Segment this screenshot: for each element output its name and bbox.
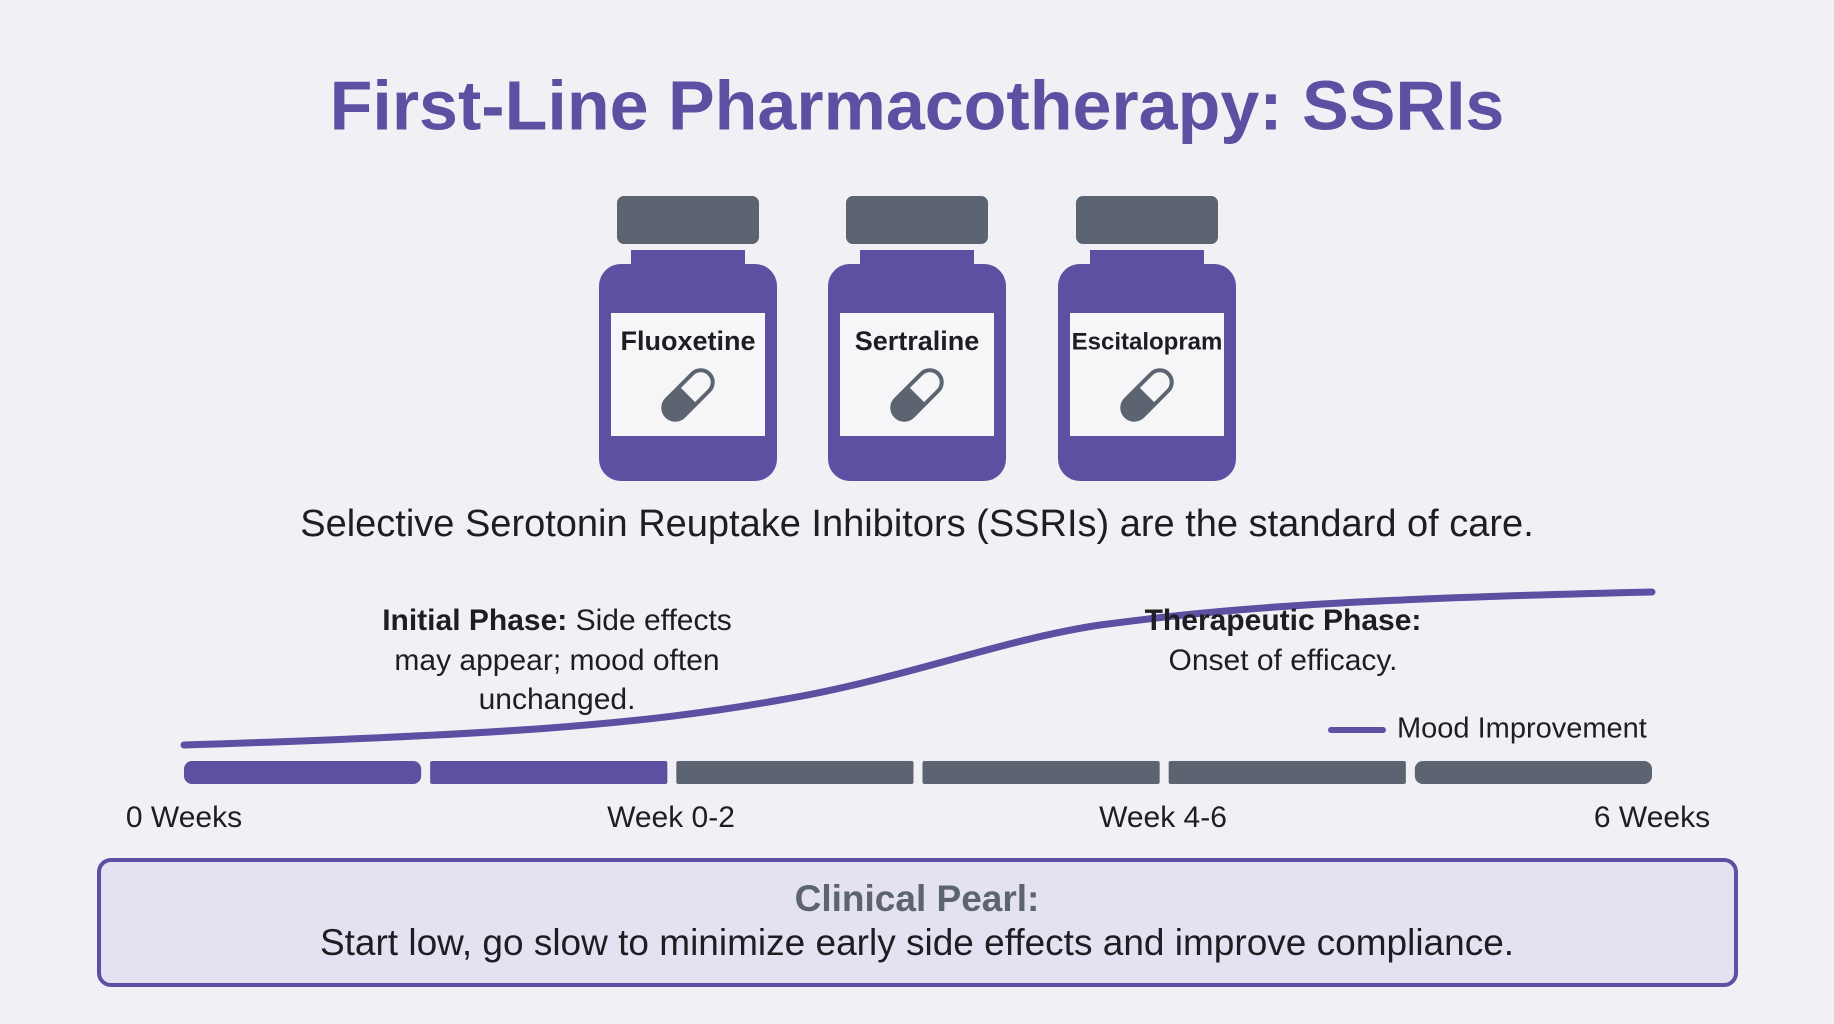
timeline-segment xyxy=(922,761,1160,784)
timeline-label: 6 Weeks xyxy=(1594,801,1710,834)
pill-outline xyxy=(1120,368,1174,422)
timeline-segment xyxy=(430,761,668,784)
timeline-bar xyxy=(184,761,1652,784)
phase-text: Onset of efficacy. xyxy=(1169,644,1398,677)
initial-phase-line: Initial Phase: Side effects xyxy=(382,604,732,637)
bottle: Escitalopram xyxy=(1058,196,1236,481)
timeline-segment xyxy=(1414,761,1652,784)
timeline-label: Week 0-2 xyxy=(607,801,735,834)
drug-name: Escitalopram xyxy=(1072,328,1223,355)
bottle-label xyxy=(611,313,765,436)
bottles: Fluoxetine Sertraline Escitalopram xyxy=(599,196,1236,481)
timeline-segment xyxy=(1168,761,1406,784)
bottle: Fluoxetine xyxy=(599,196,777,481)
bottle: Sertraline xyxy=(828,196,1006,481)
phase-text: Side effects xyxy=(576,604,732,637)
pill-half xyxy=(892,386,926,420)
pearl-box xyxy=(97,858,1738,987)
phase-label: Therapeutic Phase: xyxy=(1145,604,1422,637)
drug-name: Sertraline xyxy=(855,326,980,356)
bottle-cap xyxy=(617,196,759,244)
title: First-Line Pharmacotherapy: SSRIs xyxy=(330,66,1505,144)
pearl-title: Clinical Pearl: xyxy=(795,878,1040,919)
timeline-label: Week 4-6 xyxy=(1099,801,1227,834)
timeline-segment xyxy=(184,761,422,784)
phase-label: Initial Phase: xyxy=(382,604,567,637)
phase-text: may appear; mood often xyxy=(394,644,719,677)
mood-curve xyxy=(180,588,1656,749)
bottle-label xyxy=(1070,313,1224,436)
pill-icon xyxy=(1120,368,1174,422)
pill-half xyxy=(663,386,697,420)
drug-name: Fluoxetine xyxy=(620,326,755,356)
pill-icon xyxy=(661,368,715,422)
bottle-label xyxy=(840,313,994,436)
timeline-segment xyxy=(676,761,914,784)
bottle-cap xyxy=(846,196,988,244)
subtitle: Selective Serotonin Reuptake Inhibitors … xyxy=(300,503,1534,545)
phase-text: unchanged. xyxy=(479,683,636,716)
legend-label: Mood Improvement xyxy=(1397,713,1647,745)
bottle-cap xyxy=(1076,196,1218,244)
timeline-label: 0 Weeks xyxy=(126,801,242,834)
pill-icon xyxy=(890,368,944,422)
pearl-text: Start low, go slow to minimize early sid… xyxy=(320,922,1514,963)
pill-half xyxy=(1122,386,1156,420)
